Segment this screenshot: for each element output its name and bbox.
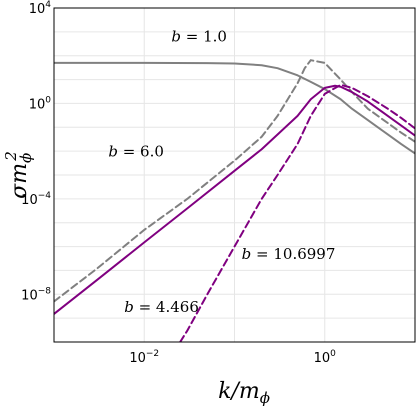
series-line-2 [54, 59, 415, 303]
series-annotation: b = 4.466 [124, 298, 199, 316]
y-tick-label: 10−8 [21, 286, 51, 303]
tick-layer: 10−2 100 10−8 10−4 100 104 [21, 0, 336, 366]
grid [53, 7, 416, 343]
x-tick-label: 100 [314, 349, 337, 366]
series-annotation: b = 1.0 [171, 27, 227, 45]
x-axis-label: k/mϕ [218, 379, 270, 407]
series-line-1 [54, 61, 415, 155]
annotation-layer: b = 1.0 b = 6.0 b = 10.6997 b = 4.466 [108, 27, 335, 316]
y-tick-label: 100 [29, 95, 52, 112]
y-tick-label: 10−4 [21, 191, 51, 208]
plot-frame [53, 7, 416, 343]
series-annotation: b = 6.0 [108, 142, 164, 160]
y-tick-label: 104 [29, 0, 52, 17]
x-tick-label: 10−2 [129, 349, 159, 366]
series-line-3 [54, 84, 415, 315]
series-layer [54, 59, 415, 342]
y-axis-label: σmϕ2 [2, 151, 35, 199]
series-line-4 [179, 83, 415, 342]
series-annotation: b = 10.6997 [242, 245, 336, 263]
